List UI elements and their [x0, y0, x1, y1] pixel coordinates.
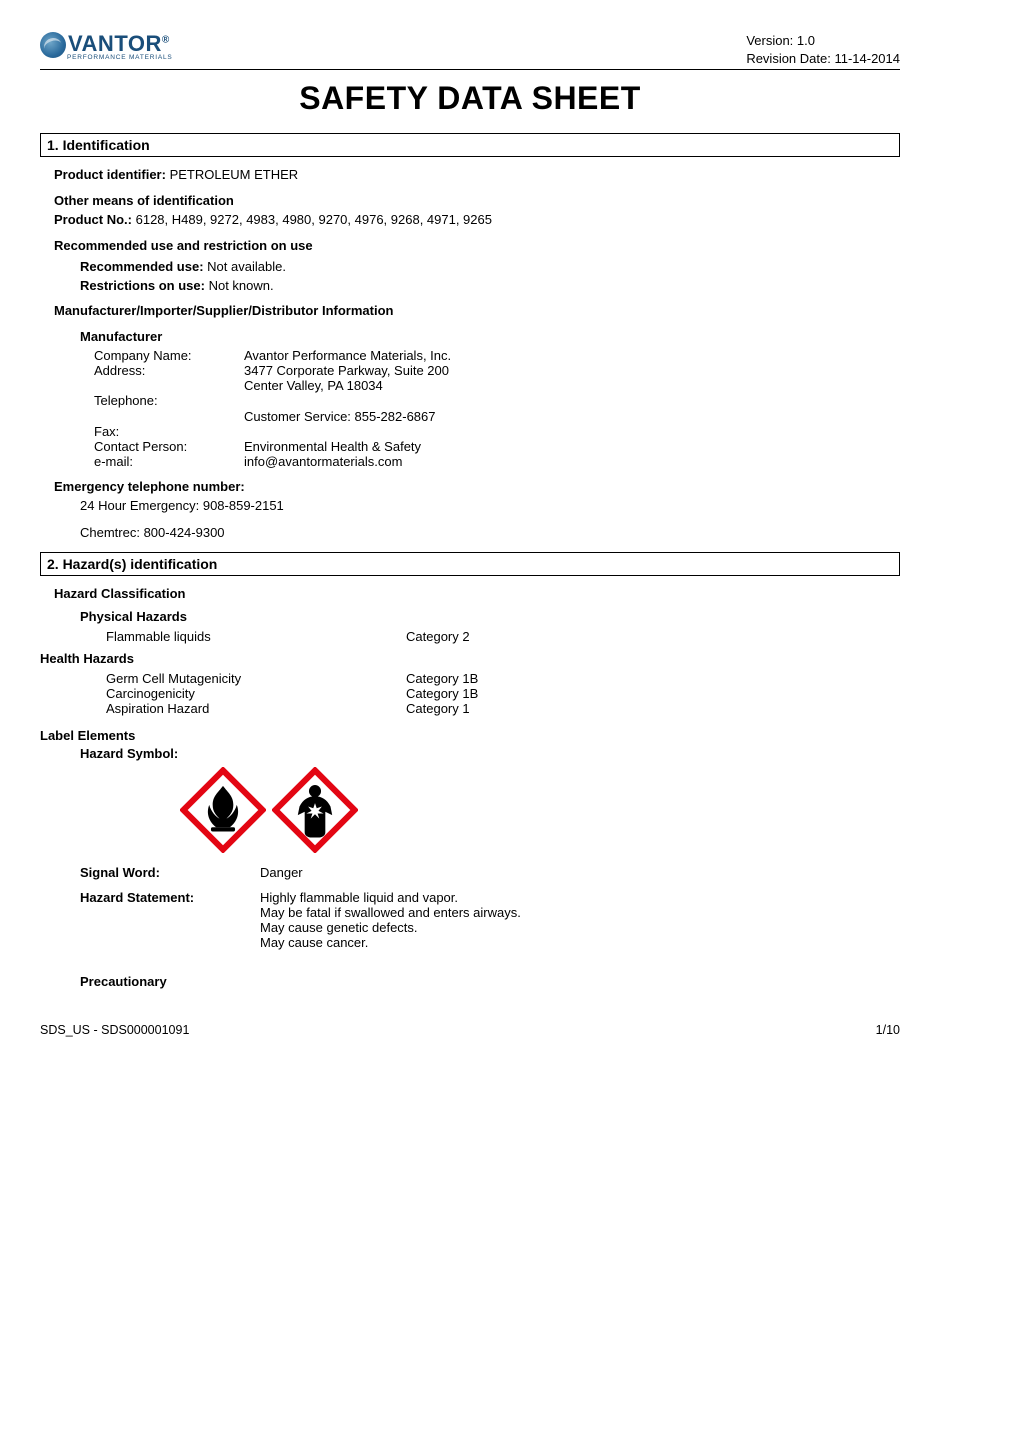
mfr-email-row: e-mail: info@avantormaterials.com	[94, 454, 900, 469]
mfr-address-v: 3477 Corporate Parkway, Suite 200 Center…	[244, 363, 900, 393]
ghs-flame-icon	[180, 767, 266, 853]
mfr-company-v: Avantor Performance Materials, Inc.	[244, 348, 900, 363]
label-elements-block: Signal Word: Danger Hazard Statement: Hi…	[80, 865, 900, 989]
rec-use-heading: Recommended use and restriction on use	[54, 238, 900, 255]
phys-hazard-v: Category 2	[406, 629, 900, 644]
mfr-address-l2: Center Valley, PA 18034	[244, 378, 900, 393]
mfr-telephone-row: Telephone: Customer Service: 855-282-686…	[94, 393, 900, 424]
mfr-fax-v	[244, 424, 900, 439]
health-hazards-heading: Health Hazards	[40, 651, 900, 668]
mfr-email-v: info@avantormaterials.com	[244, 454, 900, 469]
page-header: VANTOR® PERFORMANCE MATERIALS Version: 1…	[40, 32, 900, 70]
product-identifier-value: PETROLEUM ETHER	[166, 167, 298, 182]
mfr-contact-k: Contact Person:	[94, 439, 244, 454]
phys-hazard-k: Flammable liquids	[106, 629, 406, 644]
emergency-line-1: 24 Hour Emergency: 908-859-2151	[80, 498, 900, 515]
mfr-telephone-value: Customer Service: 855-282-6867	[244, 409, 900, 424]
mfr-fax-k: Fax:	[94, 424, 244, 439]
product-identifier: Product identifier: PETROLEUM ETHER	[54, 167, 900, 184]
logo-swoosh-icon	[40, 32, 66, 58]
health-hazard-k: Carcinogenicity	[106, 686, 406, 701]
physical-hazards-heading: Physical Hazards	[80, 609, 900, 626]
hazard-statement-line: May cause genetic defects.	[260, 920, 900, 935]
hazard-classification-heading: Hazard Classification	[54, 586, 900, 603]
restrictions-value: Not known.	[205, 278, 274, 293]
revision-block: Version: 1.0 Revision Date: 11-14-2014	[746, 32, 900, 67]
manufacturer-heading: Manufacturer	[80, 329, 900, 346]
health-hazard-v: Category 1B	[406, 686, 900, 701]
document-title: SAFETY DATA SHEET	[40, 80, 900, 117]
mfr-address-l1: 3477 Corporate Parkway, Suite 200	[244, 363, 900, 378]
mfr-contact-v: Environmental Health & Safety	[244, 439, 900, 454]
emergency-heading: Emergency telephone number:	[54, 479, 900, 496]
product-no-value: 6128, H489, 9272, 4983, 4980, 9270, 4976…	[132, 212, 492, 227]
health-hazard-k: Aspiration Hazard	[106, 701, 406, 716]
hazard-statement-line: Highly flammable liquid and vapor.	[260, 890, 900, 905]
signal-word-row: Signal Word: Danger	[80, 865, 900, 880]
precautionary-row: Precautionary	[80, 974, 900, 989]
revision-date-text: Revision Date: 11-14-2014	[746, 50, 900, 68]
mfr-company-k: Company Name:	[94, 348, 244, 363]
logo: VANTOR® PERFORMANCE MATERIALS	[40, 32, 173, 61]
health-hazard-k: Germ Cell Mutagenicity	[106, 671, 406, 686]
mfr-fax-row: Fax:	[94, 424, 900, 439]
hazard-symbol-heading: Hazard Symbol:	[80, 746, 900, 763]
health-hazard-v: Category 1B	[406, 671, 900, 686]
restrictions-on-use: Restrictions on use: Not known.	[80, 278, 900, 295]
recommended-use-label: Recommended use:	[80, 259, 204, 274]
manufacturer-block: Manufacturer Company Name: Avantor Perfo…	[80, 329, 900, 469]
pictogram-row	[180, 767, 900, 853]
product-identifier-label: Product identifier:	[54, 167, 166, 182]
phys-hazard-row: Flammable liquids Category 2	[106, 629, 900, 644]
label-elements-heading: Label Elements	[40, 728, 900, 745]
other-means-heading: Other means of identification	[54, 193, 900, 210]
midi-heading: Manufacturer/Importer/Supplier/Distribut…	[54, 303, 900, 320]
mfr-address-k: Address:	[94, 363, 244, 393]
mfr-contact-row: Contact Person: Environmental Health & S…	[94, 439, 900, 454]
version-text: Version: 1.0	[746, 32, 900, 50]
signal-word-v: Danger	[260, 865, 900, 880]
page-footer: SDS_US - SDS000001091 1/10	[40, 1023, 900, 1037]
mfr-telephone-k: Telephone:	[94, 393, 244, 424]
section-1-heading: 1. Identification	[40, 133, 900, 157]
emergency-line-2: Chemtrec: 800-424-9300	[80, 525, 900, 542]
footer-page-number: 1/10	[876, 1023, 900, 1037]
signal-word-k: Signal Word:	[80, 865, 260, 880]
recommended-use-value: Not available.	[204, 259, 286, 274]
health-hazard-row: Carcinogenicity Category 1B	[106, 686, 900, 701]
precautionary-k: Precautionary	[80, 974, 260, 989]
hazard-statement-v: Highly flammable liquid and vapor. May b…	[260, 890, 900, 950]
restrictions-label: Restrictions on use:	[80, 278, 205, 293]
product-no: Product No.: 6128, H489, 9272, 4983, 498…	[54, 212, 900, 229]
health-hazard-row: Germ Cell Mutagenicity Category 1B	[106, 671, 900, 686]
hazard-statement-row: Hazard Statement: Highly flammable liqui…	[80, 890, 900, 950]
footer-doc-id: SDS_US - SDS000001091	[40, 1023, 189, 1037]
mfr-telephone-v: Customer Service: 855-282-6867	[244, 393, 900, 424]
hazard-statement-k: Hazard Statement:	[80, 890, 260, 950]
section-2-heading: 2. Hazard(s) identification	[40, 552, 900, 576]
hazard-statement-line: May be fatal if swallowed and enters air…	[260, 905, 900, 920]
health-hazard-v: Category 1	[406, 701, 900, 716]
product-no-label: Product No.:	[54, 212, 132, 227]
mfr-email-k: e-mail:	[94, 454, 244, 469]
hazard-statement-line: May cause cancer.	[260, 935, 900, 950]
mfr-company-row: Company Name: Avantor Performance Materi…	[94, 348, 900, 363]
ghs-health-icon	[272, 767, 358, 853]
health-hazard-row: Aspiration Hazard Category 1	[106, 701, 900, 716]
mfr-address-row: Address: 3477 Corporate Parkway, Suite 2…	[94, 363, 900, 393]
recommended-use: Recommended use: Not available.	[80, 259, 900, 276]
logo-brand-text: VANTOR®	[68, 31, 170, 57]
